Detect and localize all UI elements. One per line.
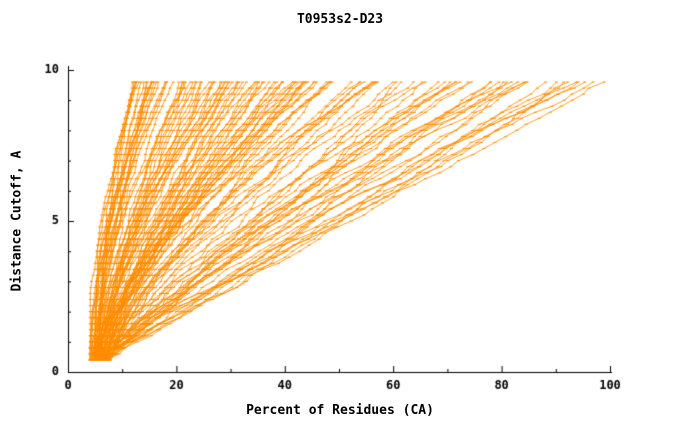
y-axis-label: Distance Cutoff, A [9,150,25,292]
x-axis-label: Percent of Residues (CA) [246,403,434,418]
chart-title: T0953s2-D23 [296,12,384,27]
